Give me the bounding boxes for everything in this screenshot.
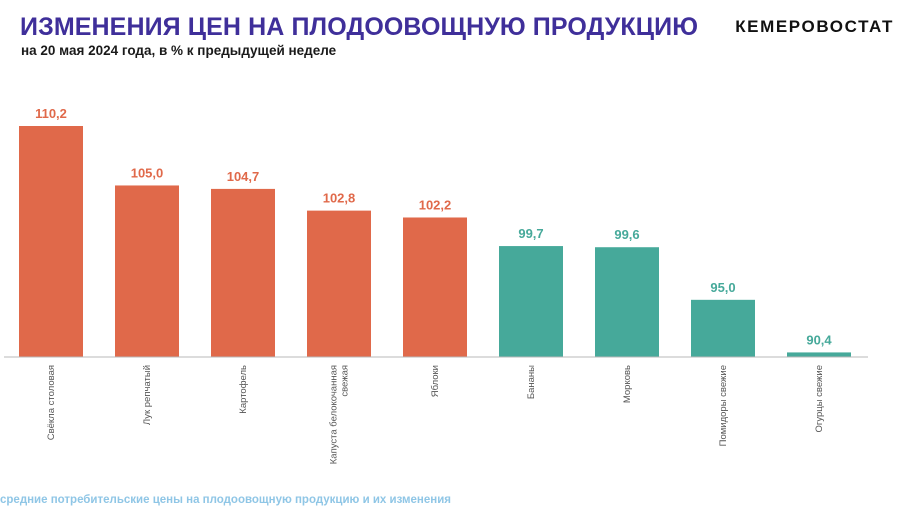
category-label: Капуста белокочанная [329, 365, 340, 464]
category-label: Картофель [238, 365, 249, 414]
category-label: Свёкла столовая [46, 365, 57, 440]
category-label: Морковь [622, 365, 633, 403]
bar [19, 126, 83, 357]
data-label: 110,2 [35, 106, 67, 121]
kemerovostat-logo: КЕМЕРОВОСТАТ [735, 17, 894, 36]
bar [115, 185, 179, 357]
category-label: Помидоры свежие [718, 365, 729, 446]
data-label: 99,6 [614, 227, 639, 242]
chart-subtitle: на 20 мая 2024 года, в % к предыдущей не… [21, 43, 337, 58]
data-label: 90,4 [806, 332, 832, 347]
bar [307, 210, 371, 357]
data-label: 104,7 [227, 169, 260, 184]
chart-title: ИЗМЕНЕНИЯ ЦЕН НА ПЛОДООВОЩНУЮ ПРОДУКЦИЮ [20, 13, 699, 41]
data-label: 105,0 [131, 165, 164, 180]
bar [211, 188, 275, 357]
data-label: 102,2 [419, 197, 452, 212]
bar [499, 246, 563, 357]
footnote: средние потребительские цены на плодоово… [0, 494, 451, 506]
bar [403, 217, 467, 357]
category-label: Яблоки [430, 365, 441, 397]
bar [595, 247, 659, 357]
data-label: 99,7 [518, 226, 543, 241]
category-label: Огурцы свежие [814, 365, 825, 433]
data-label: 102,8 [323, 191, 356, 206]
category-label: свежая [340, 365, 351, 397]
data-label: 95,0 [710, 280, 735, 295]
category-label: Бананы [526, 365, 537, 399]
category-label: Лук репчатый [142, 365, 153, 425]
bar [691, 299, 755, 357]
bar [787, 352, 851, 357]
